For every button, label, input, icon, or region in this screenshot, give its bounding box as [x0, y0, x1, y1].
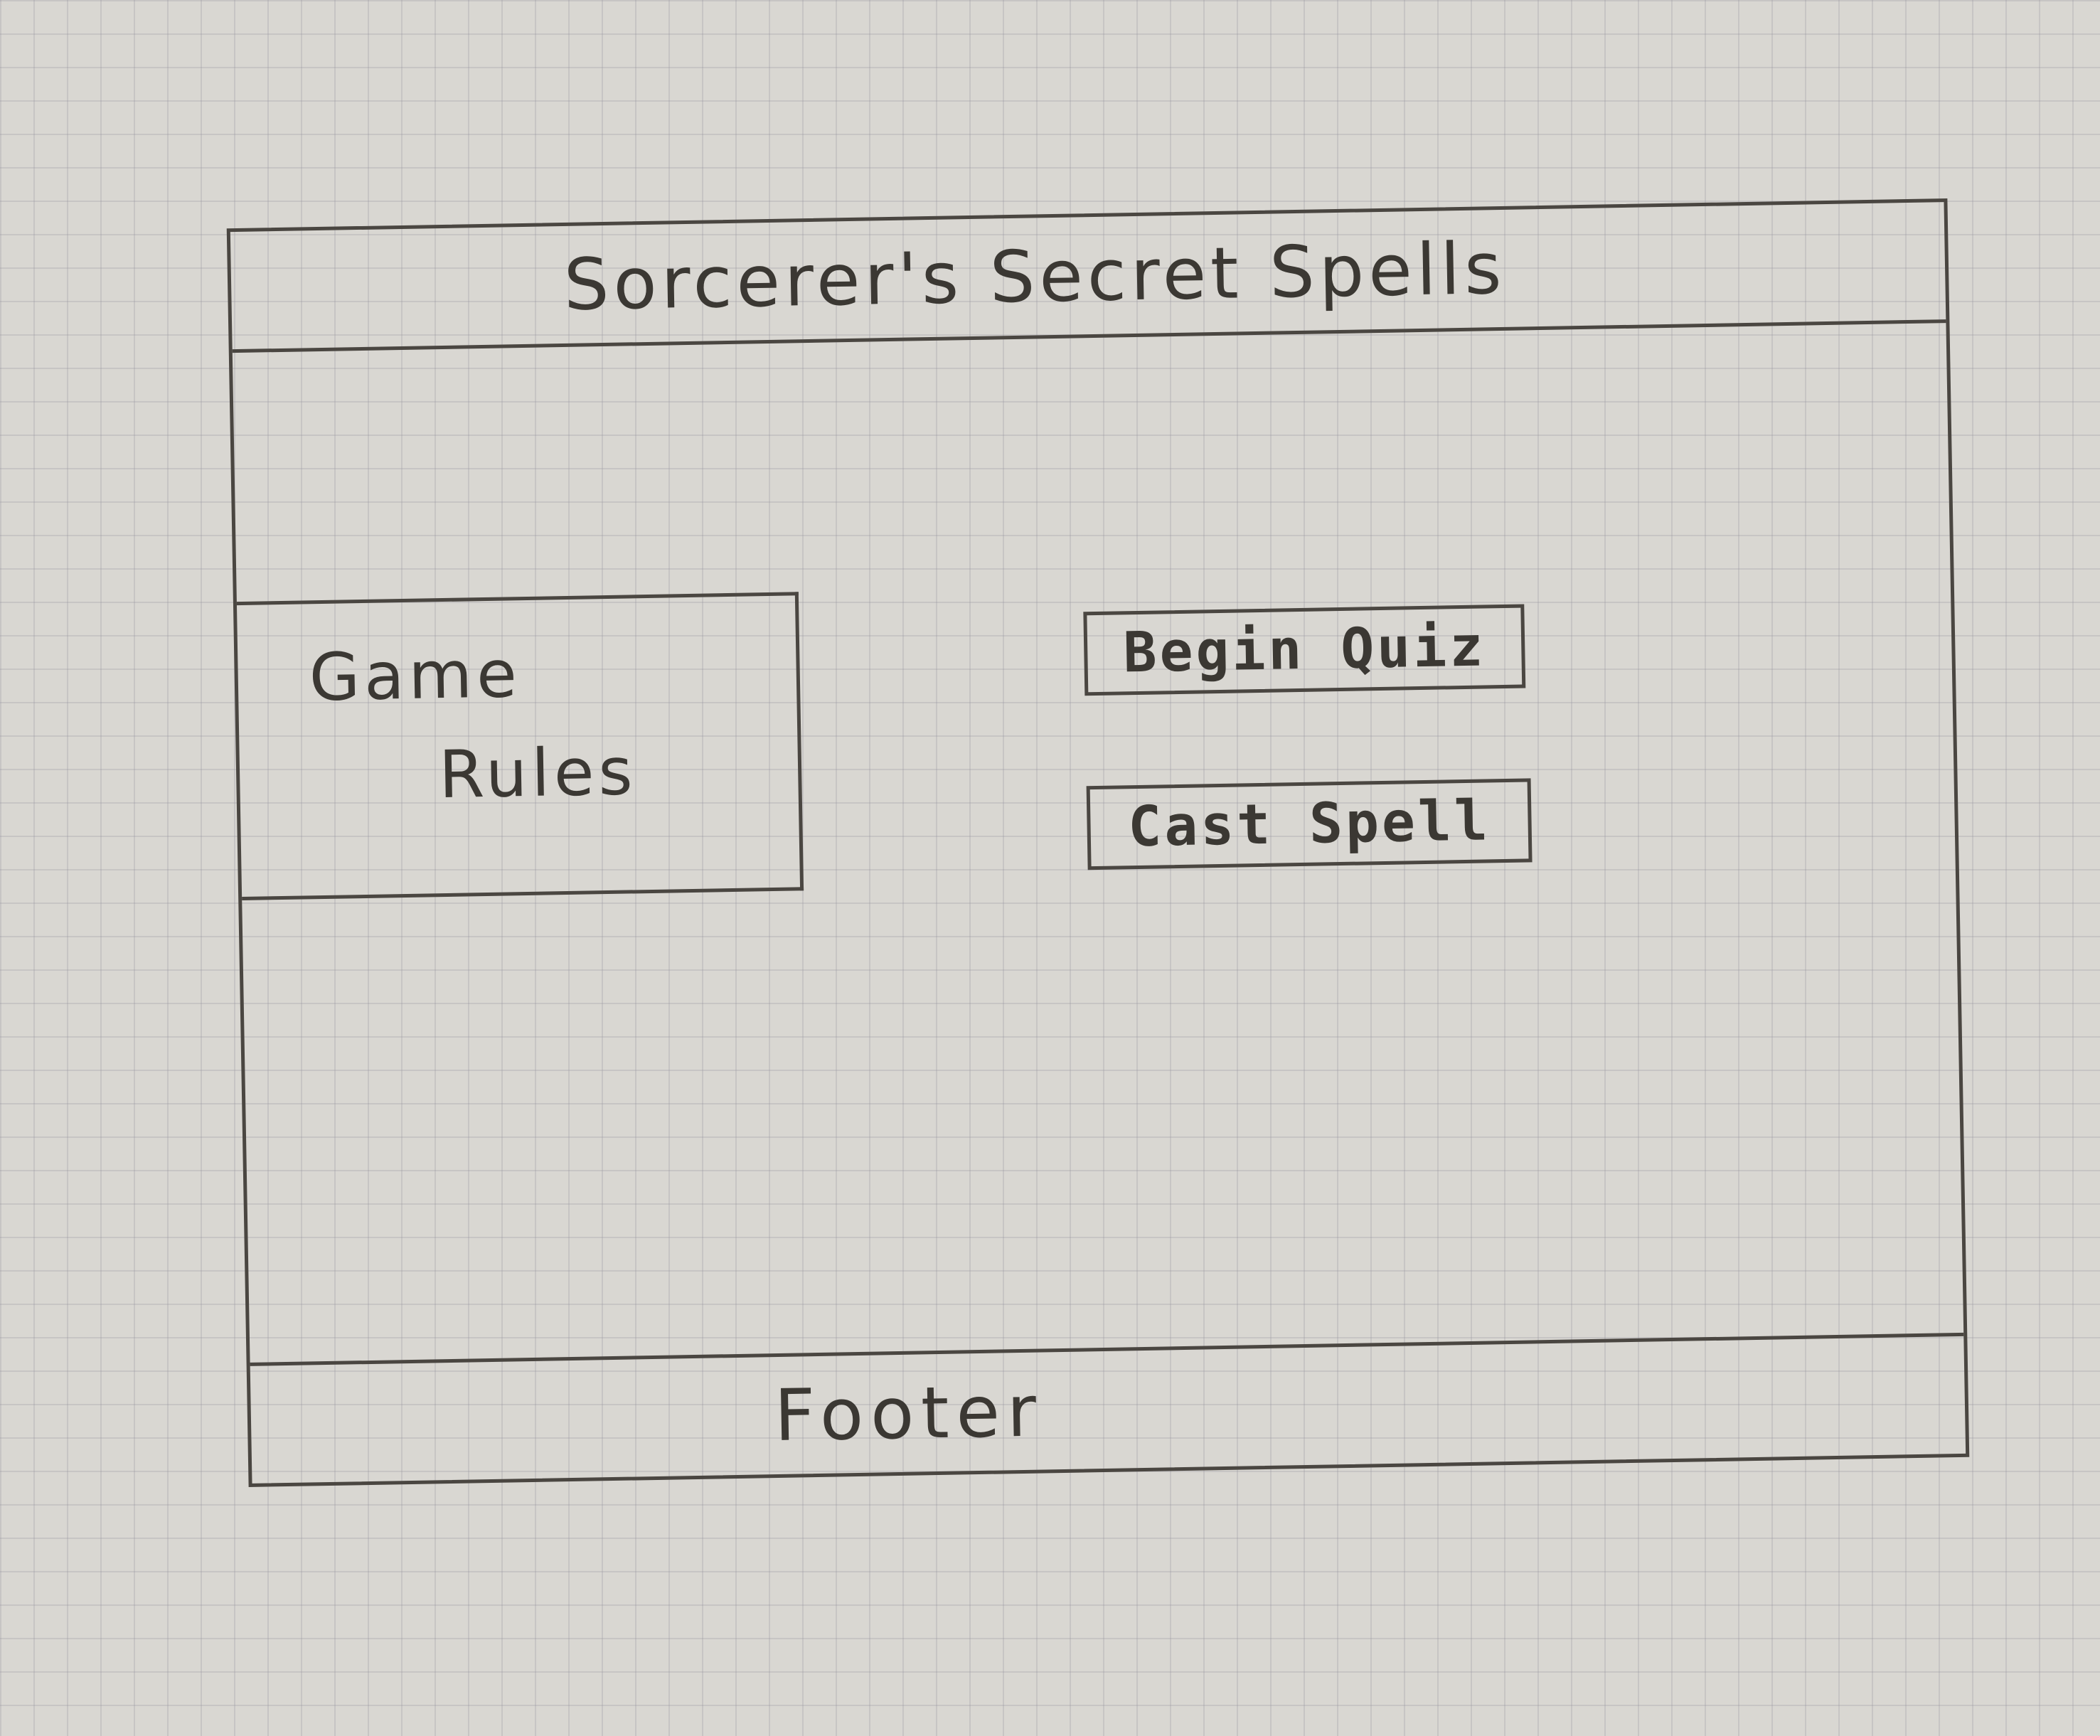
footer-label: Footer — [773, 1369, 1045, 1458]
begin-quiz-button[interactable]: Begin Quiz — [1083, 604, 1526, 696]
page-footer: Footer — [250, 1332, 1966, 1484]
app-window: Sorcerer's Secret Spells Game Rules Begi… — [226, 198, 1970, 1487]
game-rules-title-line2: Rules — [438, 733, 638, 814]
cast-spell-button[interactable]: Cast Spell — [1086, 778, 1533, 870]
page-title: Sorcerer's Secret Spells — [563, 226, 1507, 326]
game-rules-title-line1: Game — [308, 636, 522, 716]
game-rules-panel: Game Rules — [236, 592, 804, 901]
page-header: Sorcerer's Secret Spells — [230, 202, 1946, 353]
